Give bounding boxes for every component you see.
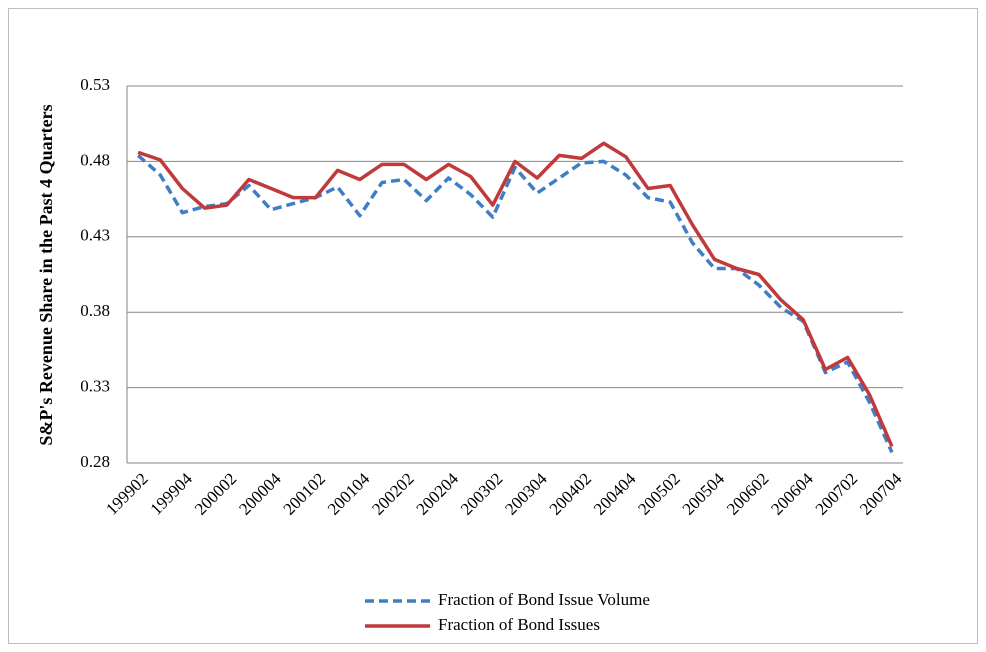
legend-label: Fraction of Bond Issue Volume [438, 590, 650, 609]
y-tick-label: 0.43 [80, 226, 110, 245]
legend-label: Fraction of Bond Issues [438, 615, 600, 634]
y-tick-label: 0.53 [80, 75, 110, 94]
chart-border [8, 8, 978, 644]
y-tick-label: 0.38 [80, 301, 110, 320]
y-axis-title: S&P's Revenue Share in the Past 4 Quarte… [36, 104, 56, 445]
data-line [137, 141, 894, 448]
data-line [136, 154, 894, 454]
y-tick-label: 0.48 [80, 150, 110, 169]
y-tick-label: 0.28 [80, 452, 110, 471]
y-tick-label: 0.33 [80, 377, 110, 396]
